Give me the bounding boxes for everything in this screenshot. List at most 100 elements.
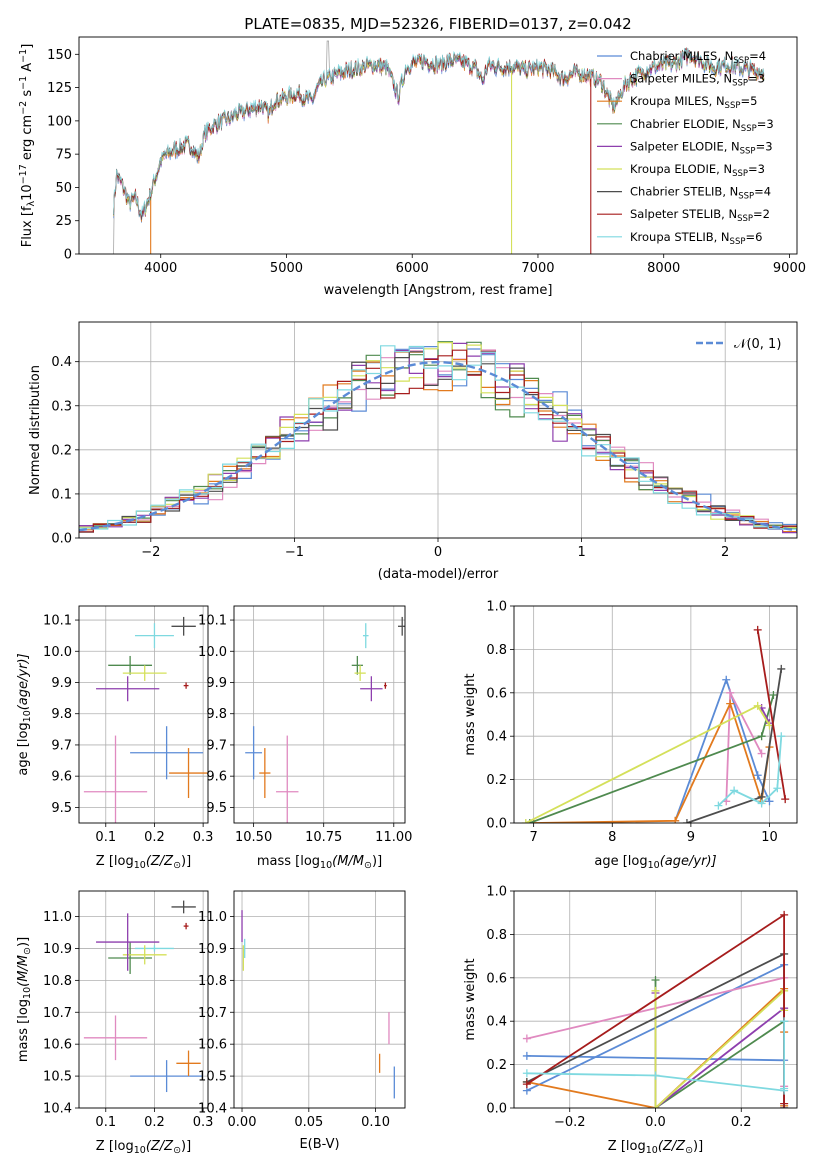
label-part: Z [log: [96, 854, 134, 869]
legend-name: Salpeter STELIB, N: [630, 207, 737, 221]
y-tick-label: 0.6: [486, 971, 507, 986]
plot-frame: [513, 605, 798, 824]
x-tick-label: 2: [721, 545, 729, 560]
label-part: −1: [18, 49, 29, 63]
y-tick-label: 9.7: [51, 738, 72, 753]
y-tick-label: 100: [47, 114, 72, 129]
x-axis-label: (data-model)/error: [378, 567, 499, 582]
y-tick-label: 50: [55, 181, 72, 196]
x-tick-label: 0.1: [95, 1115, 116, 1130]
y-tick-label: 10.0: [198, 645, 227, 660]
model-spectrum-kroupa-stelib: [113, 47, 765, 216]
label-part: age [log: [16, 722, 31, 775]
weight-marker: [757, 799, 766, 808]
label-part: (M/M: [332, 854, 364, 869]
legend-sub: SSP: [737, 214, 753, 224]
weight-marker: [522, 1051, 531, 1060]
weight-marker: [780, 1084, 789, 1093]
weight-marker: [682, 819, 691, 823]
plot-frame: [233, 890, 406, 1109]
label-part: Flux [f: [20, 206, 35, 247]
weight-vs-metallicity-panel: −0.2 0.0 0.2 0.0 0.2 0.4 0.6 0.8 1.0 Z [log10(Z/Z…: [463, 885, 798, 1156]
label-part: A: [20, 63, 35, 76]
age-vs-metallicity-panel: 0.1 0.2 0.39.59.69.79.89.910.010.1Z [log10…: [16, 605, 214, 871]
y-axis-label: age [log10(age/yr)]: [16, 653, 33, 775]
plot-area: [245, 616, 405, 823]
y-tick-label: 10.8: [198, 974, 227, 989]
label-part: 10: [134, 860, 146, 871]
y-tick-label: 0.0: [51, 532, 72, 547]
weight-line-kroupa-miles: [533, 701, 771, 823]
weight-marker: [521, 819, 530, 823]
label-part: 10: [646, 1145, 658, 1156]
legend-sub: SSP: [730, 237, 746, 247]
y-tick-label: 10.1: [43, 614, 72, 629]
legend-sub: SSP: [741, 124, 757, 134]
legend-sub: SSP: [738, 192, 754, 202]
weight-marker: [522, 1080, 531, 1089]
legend-count: =3: [748, 162, 765, 176]
y-axis-label: Normed distribution: [28, 365, 43, 495]
legend-label: Chabrier MILES, NSSP=4: [630, 49, 766, 66]
weight-marker: [529, 819, 538, 823]
label-part: 10: [320, 860, 332, 871]
y-tick-label: 0.3: [51, 399, 72, 414]
y-tick-label: 0.4: [486, 1015, 507, 1030]
y-tick-label: 10.4: [198, 1102, 227, 1117]
plot-frame: [78, 36, 798, 255]
x-tick-label: 7: [530, 830, 538, 845]
y-tick-label: 0.1: [51, 487, 72, 502]
weight-marker: [780, 1017, 789, 1026]
y-tick-label: 10.6: [198, 1038, 227, 1053]
legend-name: Chabrier STELIB, N: [630, 185, 738, 199]
y-tick-label: 10.5: [198, 1070, 227, 1085]
plot-area: [113, 40, 765, 254]
x-tick-label: 0.2: [144, 830, 165, 845]
label-part: )]: [181, 1139, 191, 1154]
label-part: λ: [26, 200, 37, 206]
x-tick-label: 0.3: [193, 830, 214, 845]
y-tick-label: 9.8: [51, 707, 72, 722]
y-tick-label: 0.8: [486, 643, 507, 658]
y-tick-label: 150: [47, 48, 72, 63]
weight-marker: [726, 699, 735, 708]
label-part: −2: [18, 101, 29, 115]
label-part: (Z/Z: [146, 854, 174, 869]
y-tick-label: 9.7: [206, 738, 227, 753]
x-tick-label: 4000: [144, 261, 177, 276]
label-part: )]: [16, 937, 31, 947]
legend-count: =6: [745, 230, 762, 244]
y-tick-label: 25: [55, 214, 72, 229]
legend-label: Salpeter ELODIE, NSSP=3: [630, 139, 773, 156]
legend-name: Salpeter ELODIE, N: [630, 139, 740, 153]
label-part: ⊙: [173, 1145, 181, 1156]
y-tick-label: 0.0: [486, 1102, 507, 1117]
weight-marker: [714, 801, 723, 810]
y-axis-label: Flux [fλ10−17 erg cm−2 s−1 A−1]: [18, 44, 37, 248]
plot-area: [241, 910, 395, 1099]
weight-marker: [773, 784, 782, 793]
x-tick-label: 7000: [521, 261, 554, 276]
x-axis-label: age [log10(age/yr)]: [594, 854, 716, 871]
label-part: )]: [181, 854, 191, 869]
weight-marker: [730, 786, 739, 795]
y-tick-label: 0: [64, 248, 72, 263]
y-tick-label: 0.8: [486, 928, 507, 943]
label-part: (Z/Z: [658, 1139, 686, 1154]
y-tick-label: 9.9: [206, 676, 227, 691]
x-tick-label: 0.10: [361, 1115, 390, 1130]
plot-frame: [78, 605, 209, 824]
label-part: ⊙: [364, 860, 372, 871]
y-tick-label: 9.6: [206, 770, 227, 785]
label-part: (age/yr)]: [16, 653, 31, 710]
weight-marker: [726, 688, 735, 697]
weight-marker: [651, 975, 660, 984]
label-part: 10: [134, 1145, 146, 1156]
y-tick-label: 9.5: [206, 801, 227, 816]
x-tick-label: 8000: [647, 261, 680, 276]
legend-count: =3: [748, 72, 765, 86]
legend-sub: SSP: [732, 79, 748, 89]
plot-frame: [233, 605, 406, 824]
x-axis-label: Z [log10(Z/Z⊙)]: [96, 1139, 191, 1156]
weight-marker: [769, 690, 778, 699]
